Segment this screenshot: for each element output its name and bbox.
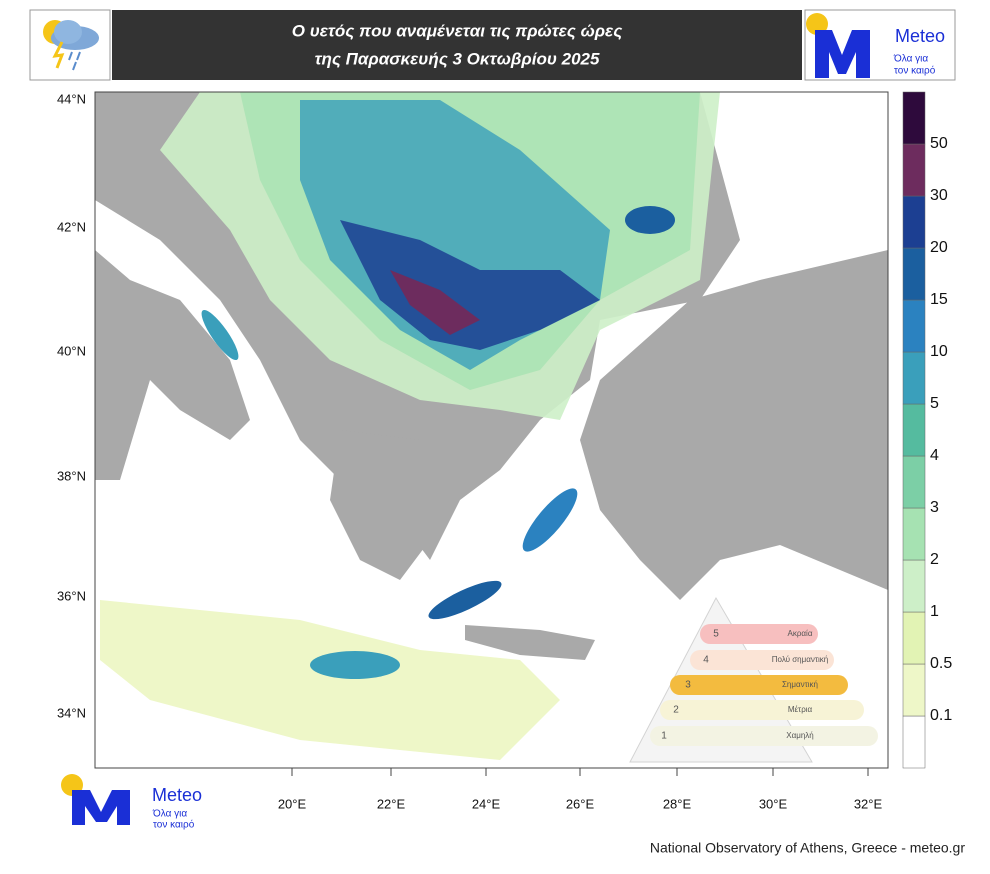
colorbar-band bbox=[902, 455, 926, 509]
colorbar-label: 50 bbox=[930, 135, 948, 152]
inset-label: Σημαντική bbox=[782, 680, 818, 689]
colorbar-band bbox=[902, 299, 926, 353]
colorbar-band bbox=[902, 559, 926, 613]
colorbar-band bbox=[902, 143, 926, 197]
colorbar-band bbox=[902, 403, 926, 457]
inset-level: 4 bbox=[703, 655, 709, 666]
colorbar-label: 5 bbox=[930, 395, 939, 412]
lon-label: 20°E bbox=[278, 796, 307, 811]
colorbar-band bbox=[902, 507, 926, 561]
inset bbox=[629, 596, 878, 763]
colorbar-band bbox=[902, 247, 926, 301]
colorbar-label: 0.1 bbox=[930, 707, 952, 724]
lat-label: 36°N bbox=[57, 588, 86, 603]
colorbar-label: 3 bbox=[930, 499, 939, 516]
title-bar bbox=[112, 10, 802, 80]
lat-label: 40°N bbox=[57, 343, 86, 358]
inset-label: Πολύ σημαντική bbox=[772, 655, 829, 664]
colorbar-band bbox=[902, 351, 926, 405]
logo-slogan: Όλα για bbox=[893, 54, 928, 65]
map bbox=[95, 92, 888, 768]
inset-label: Μέτρια bbox=[788, 705, 813, 714]
logo-m bbox=[72, 790, 130, 825]
colorbar-band bbox=[902, 663, 926, 717]
inset-level: 1 bbox=[661, 731, 667, 742]
colorbar-label: 30 bbox=[930, 187, 948, 204]
title-line: Ο υετός που αναμένεται τις πρώτες ώρες bbox=[292, 21, 623, 40]
colorbar-label: 20 bbox=[930, 239, 948, 256]
logo-slogan: τον καιρό bbox=[153, 819, 195, 831]
lat-label: 42°N bbox=[57, 219, 86, 234]
lat-label: 44°N bbox=[57, 91, 86, 106]
colorbar-label: 15 bbox=[930, 291, 948, 308]
inset-label: Ακραία bbox=[788, 629, 813, 638]
colorbar-band bbox=[902, 91, 926, 145]
logo-m bbox=[815, 30, 870, 78]
colorbar-band bbox=[902, 715, 926, 769]
lon-label: 32°E bbox=[854, 796, 883, 811]
colorbar-label: 4 bbox=[930, 447, 939, 464]
lon-label: 22°E bbox=[377, 796, 406, 811]
colorbar-label: 0.5 bbox=[930, 655, 952, 672]
lon-label: 28°E bbox=[663, 796, 692, 811]
credit: National Observatory of Athens, Greece -… bbox=[650, 840, 965, 856]
colorbar-band bbox=[902, 611, 926, 665]
logo-name: Meteo bbox=[152, 785, 202, 805]
lat-label: 34°N bbox=[57, 705, 86, 720]
lat-label: 38°N bbox=[57, 468, 86, 483]
colorbar-band bbox=[902, 195, 926, 249]
lon-label: 24°E bbox=[472, 796, 501, 811]
colorbar-label: 10 bbox=[930, 343, 948, 360]
inset-label: Χαμηλή bbox=[786, 731, 813, 740]
colorbar-label: 2 bbox=[930, 551, 939, 568]
logo-sun bbox=[806, 13, 828, 35]
logo-name: Meteo bbox=[895, 26, 945, 46]
map-frame bbox=[94, 91, 889, 769]
lon-label: 26°E bbox=[566, 796, 595, 811]
inset-level: 5 bbox=[713, 629, 719, 640]
colorbar-label: 1 bbox=[930, 603, 939, 620]
inset-level: 2 bbox=[673, 705, 679, 716]
logo-slogan: τον καιρό bbox=[894, 65, 936, 77]
title-line: της Παρασκευής 3 Οκτωβρίου 2025 bbox=[315, 49, 600, 68]
inset-level: 3 bbox=[685, 680, 691, 691]
lon-label: 30°E bbox=[759, 796, 788, 811]
weather-icon bbox=[43, 20, 99, 71]
logo-slogan: Όλα για bbox=[152, 809, 187, 820]
